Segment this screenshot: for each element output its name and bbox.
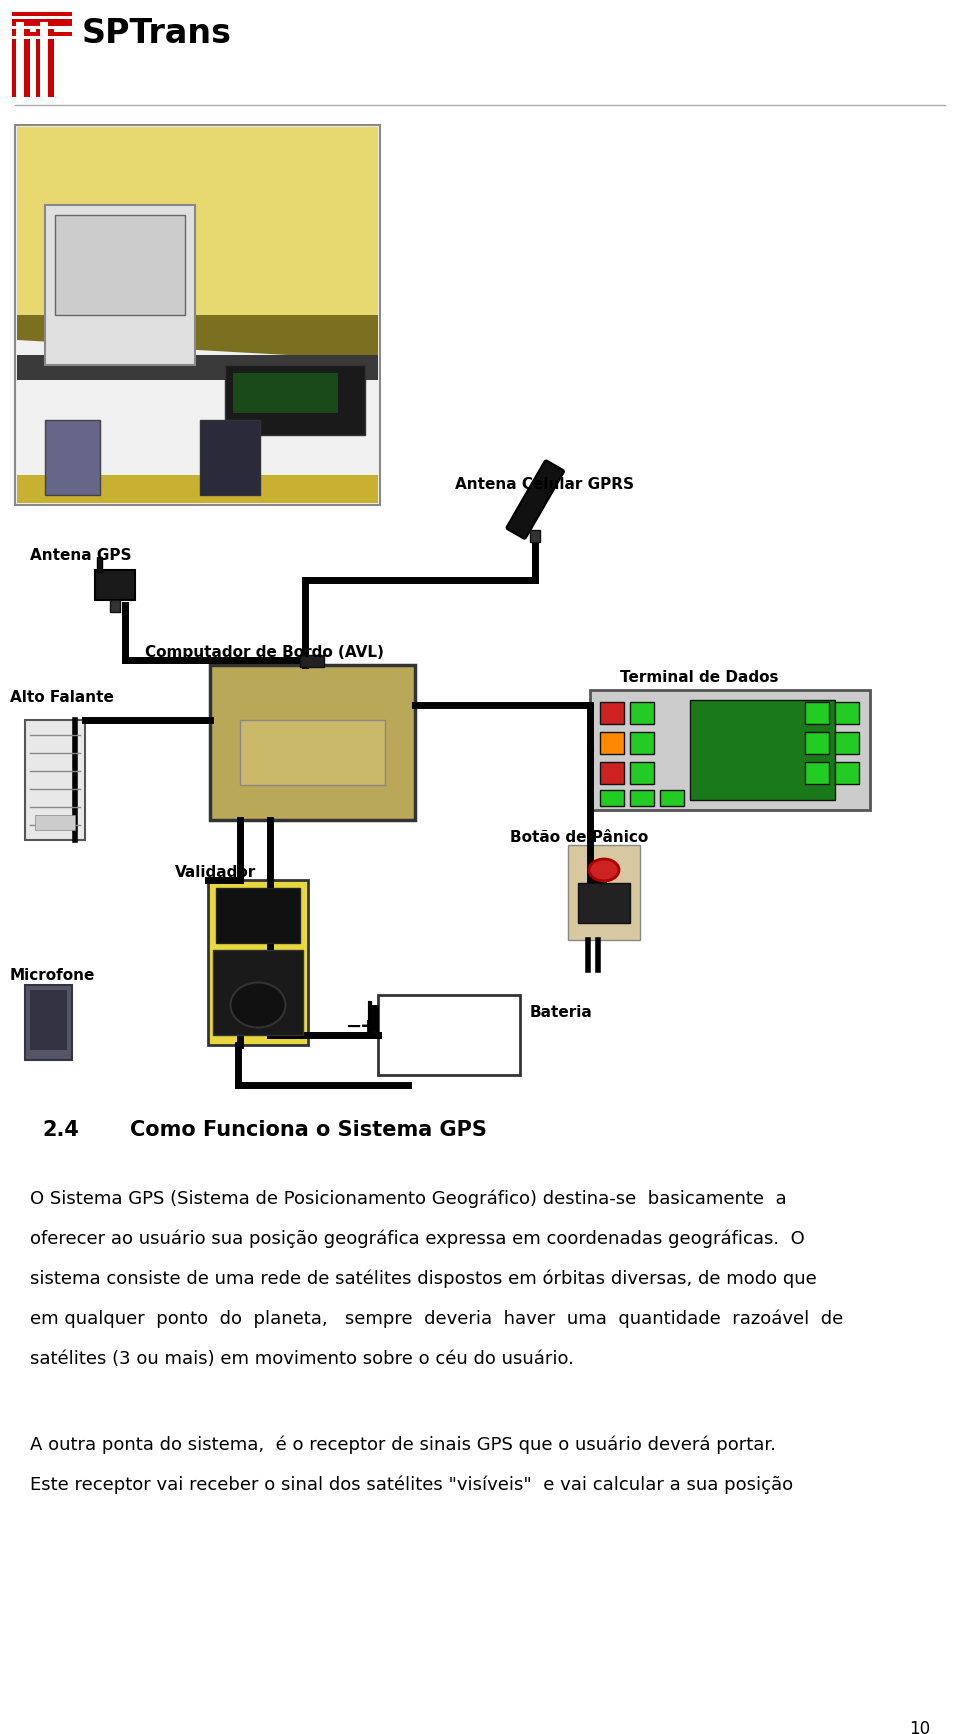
Text: Botão de Pânico: Botão de Pânico	[510, 831, 648, 844]
Bar	[12, 36, 72, 38]
Bar	[45, 420, 100, 494]
Bar	[600, 791, 624, 806]
Text: Terminal de Dados: Terminal de Dados	[620, 669, 779, 685]
Bar	[835, 761, 859, 784]
Ellipse shape	[589, 858, 619, 881]
Text: satélites (3 ou mais) em movimento sobre o céu do usuário.: satélites (3 ou mais) em movimento sobre…	[30, 1351, 574, 1368]
Bar	[16, 23, 24, 97]
Bar	[95, 570, 135, 600]
Text: Computador de Bordo (AVL): Computador de Bordo (AVL)	[145, 645, 384, 661]
Bar	[216, 888, 300, 943]
Bar	[690, 701, 835, 799]
Bar	[12, 23, 72, 29]
Text: Este receptor vai receber o sinal dos satélites "visíveis"  e vai calcular a sua: Este receptor vai receber o sinal dos sa…	[30, 1476, 793, 1493]
Bar	[600, 761, 624, 784]
Polygon shape	[17, 316, 378, 361]
Text: sistema consiste de uma rede de satélites dispostos em órbitas diversas, de modo: sistema consiste de uma rede de satélite…	[30, 1269, 817, 1288]
Bar	[12, 16, 72, 19]
Ellipse shape	[230, 983, 285, 1028]
Bar	[208, 879, 308, 1046]
Bar	[17, 475, 378, 503]
Bar	[30, 990, 67, 1051]
Bar	[590, 690, 870, 810]
Bar	[630, 732, 654, 754]
Bar	[12, 12, 72, 23]
Bar	[17, 127, 378, 317]
Text: Como Funciona o Sistema GPS: Como Funciona o Sistema GPS	[130, 1120, 487, 1139]
Text: 2.4: 2.4	[42, 1120, 79, 1139]
Bar	[36, 12, 54, 97]
Bar	[233, 373, 338, 413]
Bar	[200, 420, 260, 494]
Text: SPTrans: SPTrans	[82, 17, 232, 50]
Bar	[630, 761, 654, 784]
Text: oferecer ao usuário sua posição geográfica expressa em coordenadas geográficas. : oferecer ao usuário sua posição geográfi…	[30, 1229, 804, 1248]
Bar	[660, 791, 684, 806]
Bar	[600, 732, 624, 754]
Bar	[630, 702, 654, 725]
Bar	[300, 655, 324, 668]
Text: Antena GPS: Antena GPS	[30, 548, 132, 564]
Bar	[630, 791, 654, 806]
Text: Alto Falante: Alto Falante	[10, 690, 114, 706]
Bar	[805, 761, 829, 784]
Text: −: −	[346, 1018, 362, 1035]
Bar	[213, 950, 303, 1035]
Text: +: +	[360, 1018, 376, 1035]
Text: Microfone: Microfone	[10, 968, 95, 983]
Bar	[55, 215, 185, 316]
Text: Antena Celular GPRS: Antena Celular GPRS	[455, 477, 634, 492]
Text: 10: 10	[909, 1720, 930, 1734]
Bar	[805, 732, 829, 754]
Text: Validador: Validador	[175, 865, 256, 879]
Bar	[35, 815, 75, 831]
Text: A outra ponta do sistema,  é o receptor de sinais GPS que o usuário deverá porta: A outra ponta do sistema, é o receptor d…	[30, 1436, 776, 1453]
Bar	[600, 702, 624, 725]
Bar	[110, 600, 120, 612]
Bar	[378, 995, 520, 1075]
Bar	[97, 557, 102, 572]
Bar	[805, 702, 829, 725]
Text: O Sistema GPS (Sistema de Posicionamento Geográfico) destina-se  basicamente  a: O Sistema GPS (Sistema de Posicionamento…	[30, 1190, 786, 1209]
Bar	[835, 732, 859, 754]
Bar	[578, 883, 630, 922]
Bar	[835, 702, 859, 725]
Bar	[25, 720, 85, 839]
Bar	[12, 12, 30, 97]
Bar	[12, 12, 72, 19]
Bar	[45, 205, 195, 364]
Bar	[40, 23, 48, 97]
Bar	[568, 844, 640, 940]
Text: Bateria: Bateria	[530, 1006, 592, 1020]
Bar	[17, 355, 378, 380]
Bar	[225, 364, 365, 435]
Bar	[25, 985, 72, 1059]
Bar	[15, 125, 380, 505]
Bar	[12, 31, 72, 38]
FancyBboxPatch shape	[507, 461, 564, 539]
Bar	[210, 666, 415, 820]
Text: em qualquer  ponto  do  planeta,   sempre  deveria  haver  uma  quantidade  razo: em qualquer ponto do planeta, sempre dev…	[30, 1309, 843, 1328]
Bar	[530, 531, 540, 543]
Bar	[240, 720, 385, 786]
Bar	[12, 26, 72, 29]
